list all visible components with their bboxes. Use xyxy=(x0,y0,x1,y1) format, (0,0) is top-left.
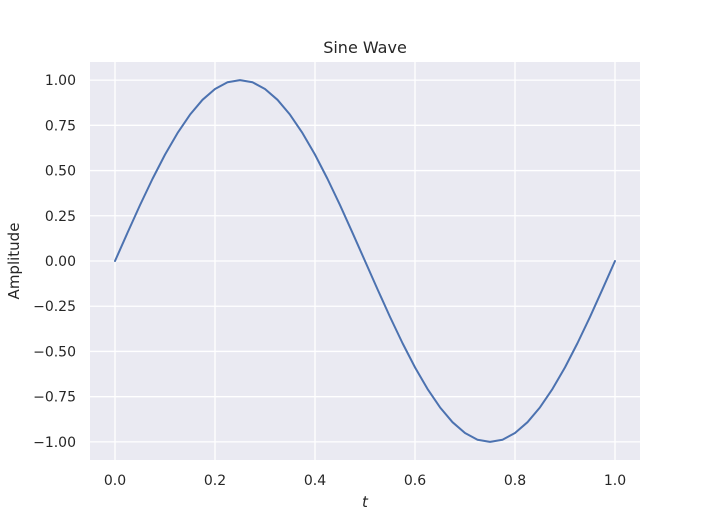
y-tick-label: 0.25 xyxy=(45,209,76,225)
y-tick-label: −0.25 xyxy=(33,299,76,315)
y-tick-label: 0.75 xyxy=(45,118,76,134)
y-tick-label: 0.00 xyxy=(45,254,76,270)
chart-title: Sine Wave xyxy=(323,38,407,57)
x-tick-label: 0.2 xyxy=(204,473,226,489)
x-tick-label: 0.6 xyxy=(404,473,426,489)
y-tick-label: 1.00 xyxy=(45,73,76,89)
x-tick-label: 0.4 xyxy=(304,473,326,489)
y-axis-title: Amplitude xyxy=(5,223,23,300)
y-tick-label: −1.00 xyxy=(33,435,76,451)
x-tick-label: 1.0 xyxy=(604,473,626,489)
x-tick-label: 0.0 xyxy=(104,473,126,489)
y-tick-labels: 1.00 0.75 0.50 0.25 0.00 −0.25 −0.50 −0.75 −1.00 xyxy=(33,73,76,451)
y-tick-label: 0.50 xyxy=(45,164,76,180)
sine-series-line xyxy=(114,79,616,443)
y-tick-label: −0.75 xyxy=(33,390,76,406)
x-tick-label: 0.8 xyxy=(504,473,526,489)
x-tick-labels: 0.0 0.2 0.4 0.6 0.8 1.0 xyxy=(104,473,626,489)
x-axis-title: t xyxy=(362,493,369,511)
y-tick-label: −0.50 xyxy=(33,344,76,360)
series-layer xyxy=(114,79,616,443)
